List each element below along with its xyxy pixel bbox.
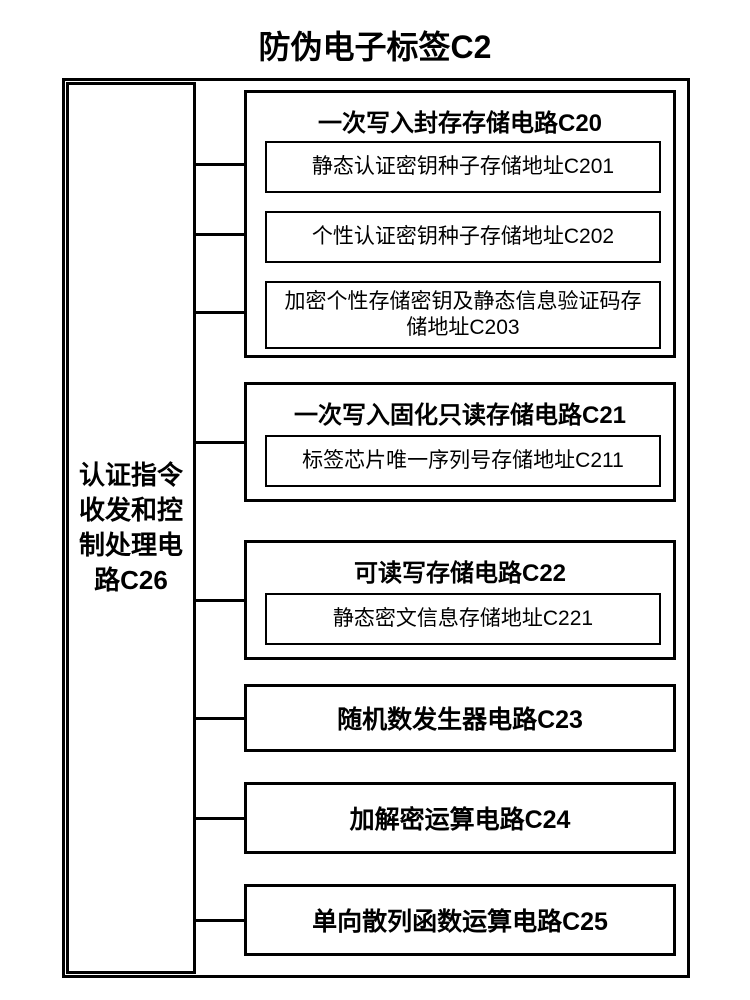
section-title-c20: 一次写入封存存储电路C20 [247, 93, 673, 144]
connector-line [196, 817, 244, 820]
sub-box-c203: 加密个性存储密钥及静态信息验证码存储地址C203 [265, 281, 661, 349]
left-controller-box: 认证指令收发和控制处理电路C26 [66, 82, 196, 974]
section-title-c21: 一次写入固化只读存储电路C21 [247, 385, 673, 436]
diagram-title: 防伪电子标签C2 [0, 22, 750, 68]
left-controller-label: 认证指令收发和控制处理电路C26 [77, 458, 185, 598]
section-title-c22: 可读写存储电路C22 [247, 543, 673, 594]
connector-line [196, 441, 244, 444]
sub-box-c211: 标签芯片唯一序列号存储地址C211 [265, 435, 661, 487]
box-c25: 单向散列函数运算电路C25 [244, 884, 676, 956]
box-c24: 加解密运算电路C24 [244, 782, 676, 854]
connector-line [196, 717, 244, 720]
connector-line [196, 599, 244, 602]
section-c20: 一次写入封存存储电路C20静态认证密钥种子存储地址C201 个性认证密钥种子存储地… [244, 90, 676, 358]
section-c21: 一次写入固化只读存储电路C21标签芯片唯一序列号存储地址C211 [244, 382, 676, 502]
sub-box-c202: 个性认证密钥种子存储地址C202 [265, 211, 661, 263]
box-c23: 随机数发生器电路C23 [244, 684, 676, 752]
sub-box-c221: 静态密文信息存储地址C221 [265, 593, 661, 645]
sub-box-c201: 静态认证密钥种子存储地址C201 [265, 141, 661, 193]
section-c22: 可读写存储电路C22静态密文信息存储地址C221 [244, 540, 676, 660]
connector-line [196, 919, 244, 922]
